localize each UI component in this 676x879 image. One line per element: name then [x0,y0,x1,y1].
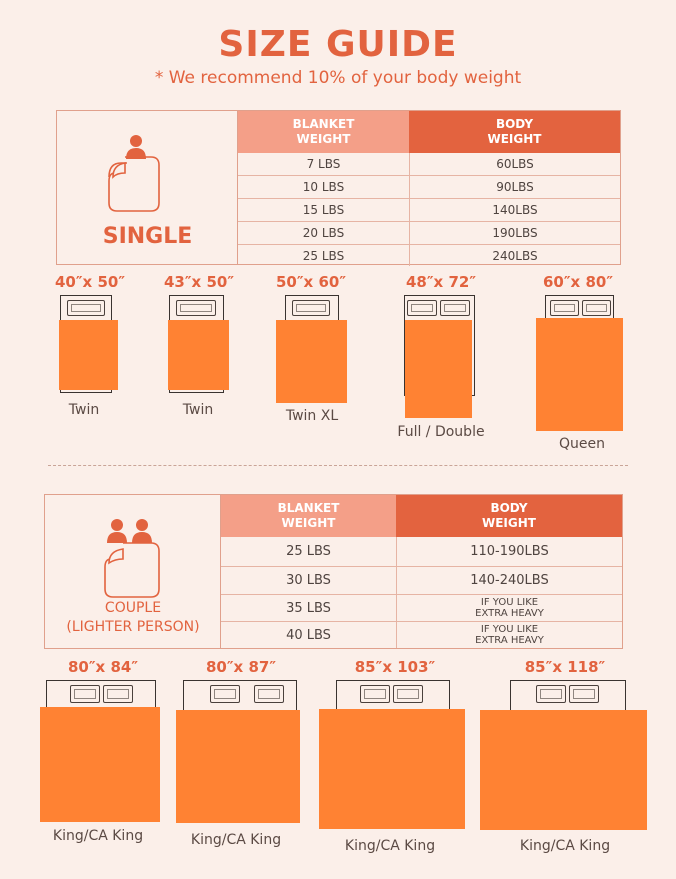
pillow [254,685,284,703]
bed-name: Queen [559,436,605,452]
couple-col-blanket-label: BLANKET WEIGHT [277,501,340,530]
bed-name: King/CA King [519,838,611,854]
couple-col-body-label: BODY WEIGHT [482,501,536,530]
single-table-body: 7 LBS 60LBS 10 LBS 90LBS 15 LBS 140LBS 2… [238,153,620,266]
body-cell: 140-240LBS [396,567,622,595]
blanket [319,709,465,829]
pillow [103,685,133,703]
couple-size-table: COUPLE (LIGHTER PERSON) BLANKET WEIGHT B… [44,494,623,649]
body-cell-line2: EXTRA HEAVY [475,635,544,646]
pillow [67,300,105,316]
couple-label-line1: COUPLE [104,600,162,616]
blanket [536,318,623,431]
single-size-table: SINGLE BLANKET WEIGHT BODY WEIGHT 7 LBS … [56,110,621,266]
page-title: SIZE GUIDE [218,24,458,65]
bed-name: Twin [182,402,214,418]
bed-name: Full / Double [397,424,485,440]
pillow [582,300,611,316]
bed-size-label: 80″x 84″ [67,658,139,676]
couple-label-line2: (LIGHTER PERSON) [66,619,200,635]
bed-name: Twin [68,402,100,418]
body-cell-line1: IF YOU LIKE [480,624,539,635]
bed-size-label: 48″x 72″ [405,273,477,291]
body-cell-line2: EXTRA HEAVY [475,608,544,619]
blanket [405,320,472,418]
blanket-cell: 25 LBS [302,248,345,263]
table-row: 40 LBS IF YOU LIKE EXTRA HEAVY [221,622,622,648]
single-icon-box: SINGLE [57,111,238,264]
blanket [40,707,160,822]
section-divider [48,465,628,466]
table-row: 30 LBS 140-240LBS [221,567,622,595]
bed-size-label: 60″x 80″ [542,273,614,291]
body-cell: 240LBS [409,245,620,266]
body-cell: 90LBS [409,176,620,199]
pillow [176,300,216,316]
blanket-cell: 30 LBS [221,567,396,595]
pillow [393,685,423,703]
couple-icon-box: COUPLE (LIGHTER PERSON) [45,495,221,648]
pillow [569,685,599,703]
bed-size-label: 85″x 103″ [354,658,436,676]
blanket-cell: 40 LBS [286,627,331,643]
bed-size-label: 50″x 60″ [275,273,347,291]
couple-label: COUPLE (LIGHTER PERSON) [45,599,221,637]
body-cell: 140LBS [409,199,620,222]
single-person-icon [108,135,160,212]
body-cell: IF YOU LIKE EXTRA HEAVY [396,622,622,648]
blanket [480,710,647,830]
pillow [292,300,330,316]
bed-name: King/CA King [190,832,282,848]
blanket [168,320,229,390]
bed-size-label: 85″x 118″ [524,658,606,676]
pillow [440,300,470,316]
body-cell: 60LBS [409,153,620,176]
table-row: 15 LBS 140LBS [238,199,620,222]
bed-name: Twin XL [285,408,339,424]
pillow [210,685,240,703]
table-row: 7 LBS 60LBS [238,153,620,176]
couple-table-body: 25 LBS 110-190LBS 30 LBS 140-240LBS 35 L… [221,537,622,648]
blanket-cell: 15 LBS [238,199,409,222]
body-cell-line1: IF YOU LIKE [480,597,539,608]
bed-size-label: 43″x 50″ [163,273,235,291]
blanket-cell: 10 LBS [238,176,409,199]
table-row: 20 LBS 190LBS [238,222,620,245]
blanket-cell: 20 LBS [238,222,409,245]
single-col-body-label: BODY WEIGHT [487,117,542,146]
body-cell: 110-190LBS [396,537,622,567]
pillow [70,685,100,703]
bed-name: King/CA King [52,828,144,844]
single-label: SINGLE [102,224,193,249]
table-row: 35 LBS IF YOU LIKE EXTRA HEAVY [221,595,622,622]
blanket-cell: 7 LBS [238,153,409,176]
bed-name: King/CA King [344,838,436,854]
table-row: 25 LBS 240LBS [238,245,620,266]
table-row: 25 LBS 110-190LBS [221,537,622,567]
table-row: 10 LBS 90LBS [238,176,620,199]
couple-col-blanket-header: BLANKET WEIGHT [221,495,396,537]
pillow [360,685,390,703]
blanket [176,710,300,823]
body-cell: 190LBS [409,222,620,245]
pillow [536,685,566,703]
page-subtitle: * We recommend 10% of your body weight [154,68,522,88]
single-col-body-header: BODY WEIGHT [409,111,620,153]
single-col-blanket-header: BLANKET WEIGHT [238,111,409,153]
couple-icon [104,519,160,598]
single-col-blanket-label: BLANKET WEIGHT [292,117,355,146]
bed-size-label: 40″x 50″ [54,273,126,291]
blanket [59,320,118,390]
pillow [407,300,437,316]
bed-size-label: 80″x 87″ [205,658,277,676]
blanket [276,320,347,403]
pillow [550,300,579,316]
blanket-cell: 35 LBS [221,595,396,622]
couple-col-body-header: BODY WEIGHT [396,495,622,537]
blanket-cell: 25 LBS [221,537,396,567]
body-cell: IF YOU LIKE EXTRA HEAVY [396,595,622,622]
